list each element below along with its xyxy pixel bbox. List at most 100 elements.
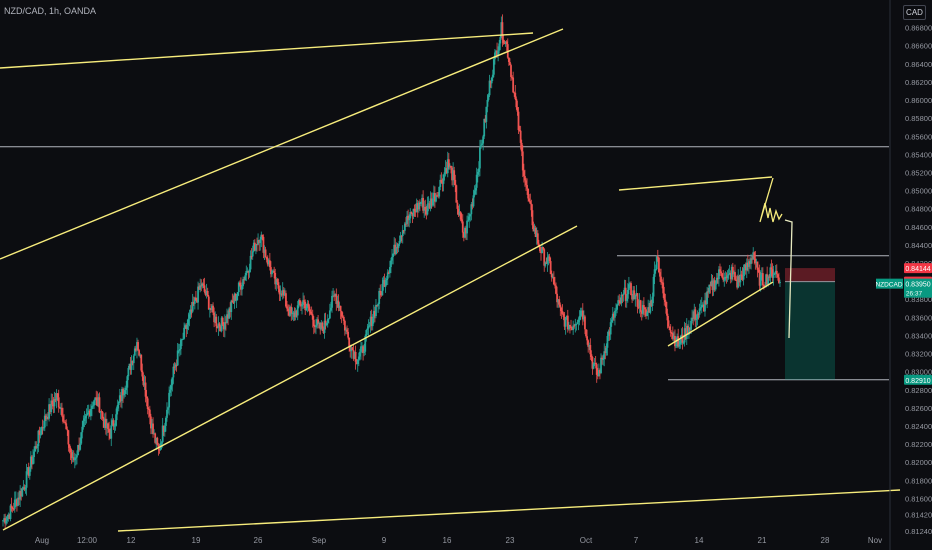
candle-body [615, 309, 617, 311]
candle-body [309, 311, 312, 314]
candle-body [9, 505, 12, 519]
price-axis[interactable]: 0.86800 0.86600 0.86400 0.86200 0.86000 0.858… [905, 24, 932, 536]
candle-body [256, 244, 258, 246]
candle-body [249, 255, 252, 270]
candle-body [724, 276, 727, 280]
candle-body [165, 417, 167, 426]
candle-body [731, 266, 734, 275]
candle-body [401, 230, 404, 237]
candle-body [370, 316, 373, 327]
candle-body [332, 295, 334, 297]
short-position-tool[interactable] [785, 268, 835, 380]
candle-body [738, 276, 741, 283]
candle-body [281, 290, 284, 296]
candle-body [2, 520, 4, 522]
candle-body [654, 269, 657, 271]
candle-body [257, 239, 259, 245]
symbol-title[interactable]: NZD/CAD, 1h, OANDA [4, 6, 97, 16]
candle-body [681, 334, 684, 343]
candle-body [301, 304, 303, 307]
candle-body [331, 295, 333, 308]
time-axis[interactable]: Aug 12:00 12 19 26 Sep 9 16 23 Oct 7 14 21 28 Nov [35, 536, 882, 545]
candle-body [210, 308, 212, 311]
candle-body [300, 303, 302, 307]
candle-body [129, 363, 132, 370]
candle-body [358, 351, 361, 357]
candle-body [604, 351, 607, 353]
lower-channel-line [2, 225, 578, 531]
candle-body [775, 270, 778, 275]
candle-body [757, 269, 760, 273]
candle-body [108, 429, 111, 433]
candle-body [378, 290, 381, 304]
candle-body [348, 337, 351, 347]
candle-body [54, 399, 57, 401]
candle-body [719, 269, 721, 272]
candle-body [146, 398, 149, 410]
symbol-tag [876, 278, 903, 289]
candle-body [634, 295, 637, 300]
candle-body [734, 272, 736, 280]
y-tick-label: 0.81600 [905, 494, 932, 503]
candle-body [695, 318, 698, 320]
candle-body [576, 322, 579, 324]
candle-body [510, 65, 512, 77]
candle-body [708, 284, 711, 293]
candle-body [246, 270, 249, 272]
candle-body [261, 234, 264, 237]
y-tick-label: 0.85400 [905, 150, 932, 159]
candle-body [278, 288, 281, 295]
candle-body [217, 323, 220, 329]
candle-body [437, 195, 440, 197]
candle-body [142, 376, 145, 386]
y-tick-label: 0.86200 [905, 78, 932, 87]
candle-body [407, 215, 410, 221]
candle-body [597, 370, 600, 377]
candle-body [599, 370, 601, 373]
wedge-lower-line [667, 281, 774, 347]
candle-body [196, 300, 198, 303]
candle-body [384, 280, 387, 287]
candle-body [417, 202, 420, 210]
candle-body [430, 198, 433, 206]
price-projection-path [759, 177, 783, 223]
target-projection-path [784, 219, 793, 339]
candle-body [454, 179, 457, 186]
candle-body [635, 293, 638, 296]
candle-body [631, 295, 634, 300]
candle-body [25, 471, 28, 488]
candle-body [357, 356, 360, 360]
candle-body [617, 300, 620, 305]
candle-body [280, 293, 283, 296]
candle-body [302, 300, 304, 305]
candle-body [46, 416, 48, 420]
candle-body [440, 179, 443, 183]
candle-body [32, 457, 34, 464]
y-tick-label: 0.82200 [905, 440, 932, 449]
candle-body [639, 300, 642, 312]
candle-body [743, 264, 746, 269]
x-tick-label: Aug [35, 536, 49, 545]
currency-label[interactable]: CAD [903, 5, 926, 20]
candle-body [612, 313, 615, 318]
stop-loss-zone [785, 268, 835, 282]
candle-body [728, 272, 731, 275]
candle-body [237, 282, 240, 293]
candle-body [429, 198, 432, 209]
candle-body [308, 306, 311, 312]
candle-body [458, 211, 461, 215]
candle-body [659, 272, 661, 277]
x-tick-label: 26 [254, 536, 263, 545]
candle-body [450, 165, 452, 168]
candle-body [298, 300, 301, 304]
candle-body [694, 309, 697, 320]
candle-body [496, 50, 498, 56]
candle-body [446, 159, 449, 174]
candle-body [117, 401, 120, 406]
candle-body [81, 426, 84, 433]
candle-body [528, 198, 531, 202]
y-tick-label: 0.82000 [905, 458, 932, 467]
candle-body [103, 418, 106, 428]
